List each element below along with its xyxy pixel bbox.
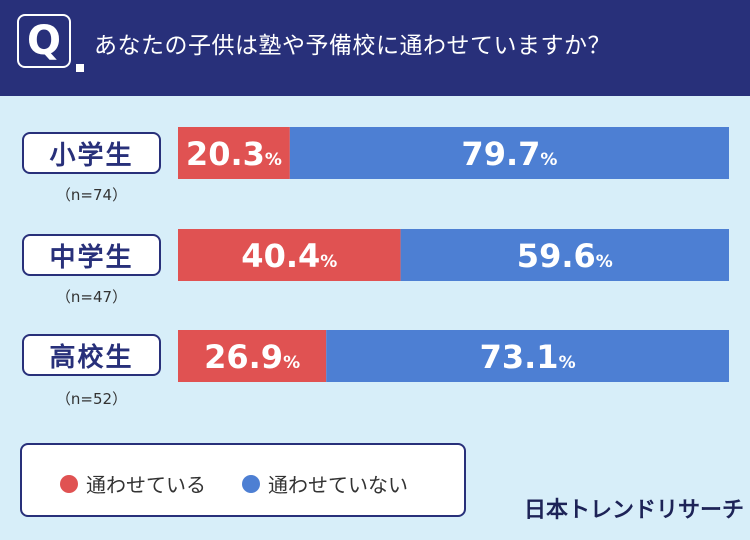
header-bar: Q あなたの子供は塾や予備校に通わせていますか？ — [0, 0, 750, 96]
brand-logo-text: 日本トレンドリサーチ — [524, 498, 745, 523]
legend-label-attending: 通わせている — [86, 473, 206, 497]
group-label-high-school: 高校生 — [22, 334, 161, 376]
data-label-elementary-not-attending: 79.7% — [461, 135, 557, 173]
data-label-elementary-attending: 20.3% — [186, 135, 282, 173]
legend-dot-attending — [60, 474, 78, 493]
group-label-junior-high: 中学生 — [22, 234, 161, 276]
data-label-junior-high-attending: 40.4% — [241, 237, 337, 275]
legend: 通わせている 通わせていない — [20, 443, 466, 517]
bar-elementary-not-attending — [289, 127, 729, 179]
data-label-junior-high-not-attending: 59.6% — [517, 237, 613, 275]
group-label-elementary: 小学生 — [22, 132, 161, 174]
bar-elementary-attending — [178, 127, 290, 179]
group-sample-size-elementary: （n=74） — [55, 186, 128, 204]
bar-high-school-attending — [178, 330, 327, 382]
bar-junior-high-not-attending — [400, 229, 729, 281]
legend-label-not-attending: 通わせていない — [268, 473, 408, 497]
legend-dot-not-attending — [242, 474, 260, 493]
group-sample-size-junior-high: （n=47） — [55, 288, 128, 306]
question-title: あなたの子供は塾や予備校に通わせていますか？ — [94, 33, 611, 59]
data-label-high-school-not-attending: 73.1% — [480, 338, 576, 376]
bar-high-school-not-attending — [326, 330, 729, 382]
bar-junior-high-attending — [178, 229, 401, 281]
question-badge: Q — [17, 14, 71, 68]
legend-item-attending: 通わせている — [60, 469, 206, 498]
group-sample-size-high-school: （n=52） — [55, 390, 128, 408]
data-label-high-school-attending: 26.9% — [204, 338, 300, 376]
question-badge-dot — [76, 64, 84, 72]
legend-item-not-attending: 通わせていない — [242, 469, 408, 498]
